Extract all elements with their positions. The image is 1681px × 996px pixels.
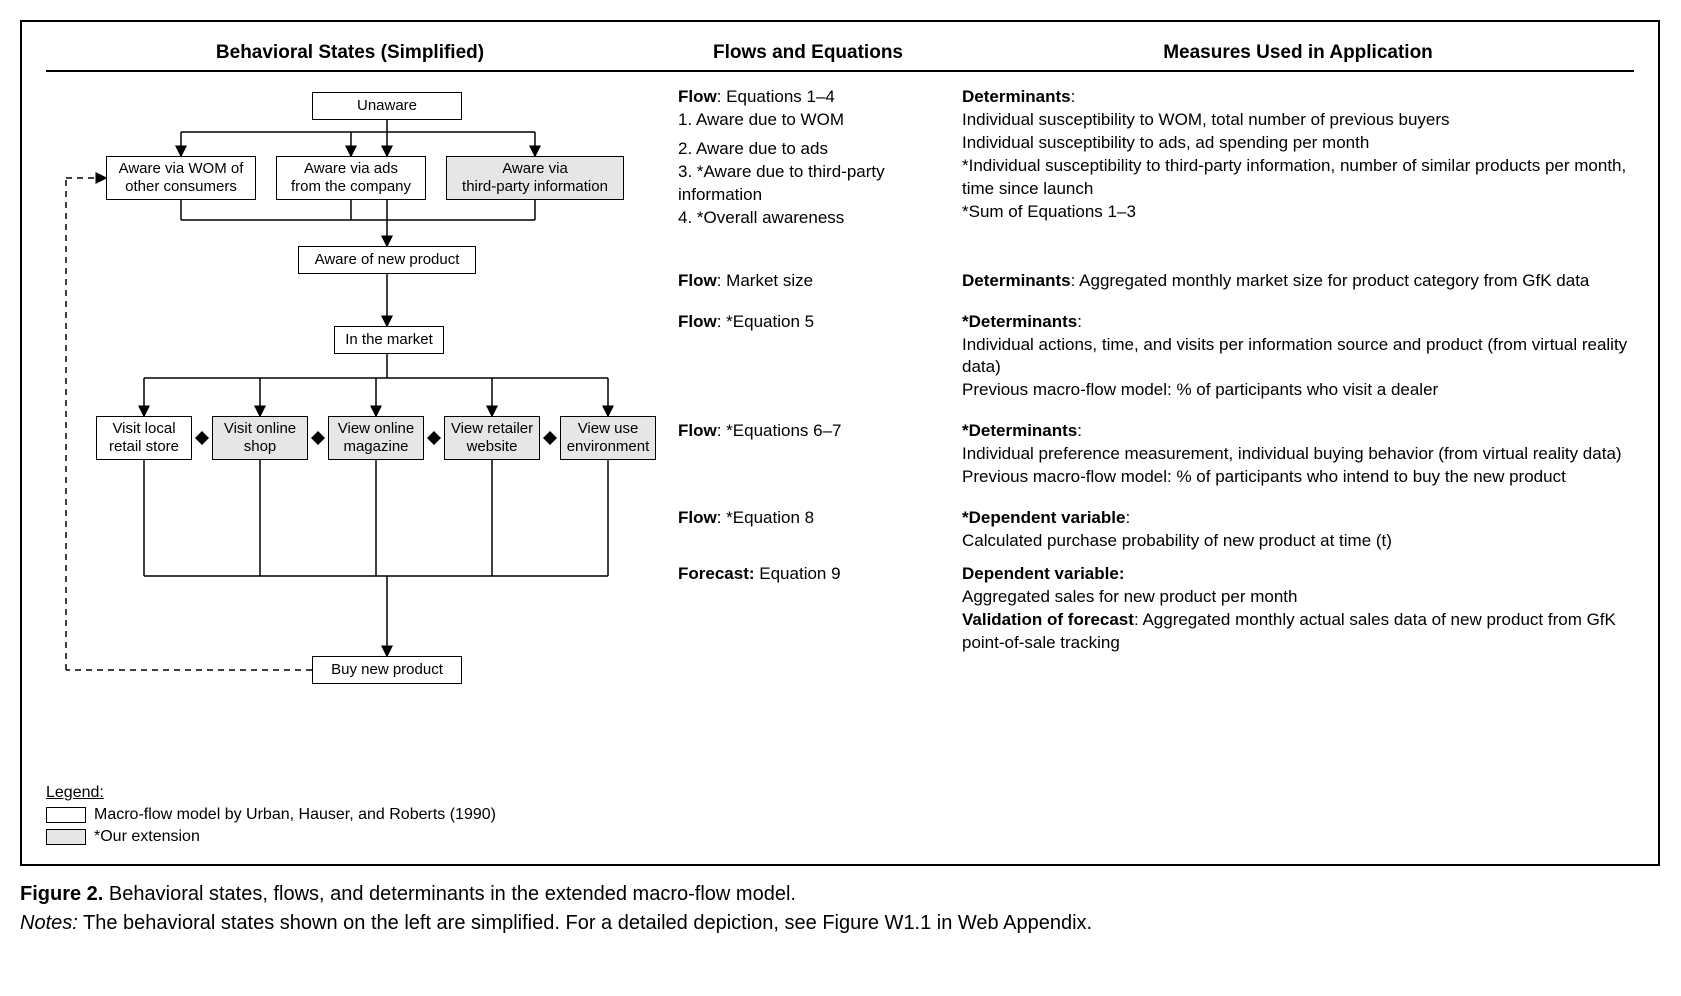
header-measures: Measures Used in Application (962, 42, 1634, 70)
legend-swatch-shaded (46, 829, 86, 845)
figure-frame: Behavioral States (Simplified) Flows and… (20, 20, 1660, 866)
diagram-column: Legend: Macro-flow model by Urban, Hause… (46, 86, 654, 846)
meas-label: Determinants (962, 87, 1071, 106)
legend-row-1: *Our extension (46, 828, 496, 846)
node-view_use: View useenvironment (560, 416, 656, 460)
node-aware_ads: Aware via adsfrom the company (276, 156, 426, 200)
legend-text-1: *Our extension (94, 828, 200, 846)
flow-label: Flow (678, 87, 717, 106)
header-behavioral-states: Behavioral States (Simplified) (46, 42, 654, 70)
flow-item-2: 2. Aware due to ads (678, 138, 938, 161)
node-aware_wom: Aware via WOM ofother consumers (106, 156, 256, 200)
node-aware_product: Aware of new product (298, 246, 476, 274)
row-forecast: Forecast: Equation 9 Dependent variable:… (678, 563, 1634, 655)
row-equation-5: Flow: *Equation 5 *Determinants: Individ… (678, 311, 1634, 403)
flowchart: Legend: Macro-flow model by Urban, Hause… (46, 86, 654, 846)
flowchart-edges (46, 86, 654, 846)
node-buy: Buy new product (312, 656, 462, 684)
caption-figure-label: Figure 2. (20, 883, 103, 905)
row-market-size: Flow: Market size Determinants: Aggregat… (678, 270, 1634, 293)
node-visit_online: Visit onlineshop (212, 416, 308, 460)
flow-item-4: 4. *Overall awareness (678, 207, 938, 230)
flow-item-3: 3. *Aware due to third-party information (678, 161, 938, 207)
node-in_market: In the market (334, 326, 444, 354)
figure-caption: Figure 2. Behavioral states, flows, and … (20, 880, 1660, 938)
column-headers: Behavioral States (Simplified) Flows and… (46, 42, 1634, 72)
node-view_retailer: View retailerwebsite (444, 416, 540, 460)
meas-line: *Sum of Equations 1–3 (962, 201, 1634, 224)
legend-text-0: Macro-flow model by Urban, Hauser, and R… (94, 806, 496, 824)
node-aware_third: Aware viathird-party information (446, 156, 624, 200)
node-view_mag: View onlinemagazine (328, 416, 424, 460)
meas-line: *Individual susceptibility to third-part… (962, 155, 1634, 201)
row-equations-6-7: Flow: *Equations 6–7 *Determinants: Indi… (678, 420, 1634, 489)
flow-value: Equations 1–4 (726, 87, 835, 106)
meas-line: Individual susceptibility to ads, ad spe… (962, 132, 1634, 155)
row-equation-8: Flow: *Equation 8 *Dependent variable: C… (678, 507, 1634, 553)
legend: Legend: Macro-flow model by Urban, Hause… (46, 784, 496, 846)
legend-row-0: Macro-flow model by Urban, Hauser, and R… (46, 806, 496, 824)
node-unaware: Unaware (312, 92, 462, 120)
row-equations-1-4: Flow: Equations 1–4 1. Aware due to WOM … (678, 86, 1634, 230)
caption-notes-text: The behavioral states shown on the left … (78, 912, 1092, 934)
legend-swatch-plain (46, 807, 86, 823)
meas-line: Individual susceptibility to WOM, total … (962, 109, 1634, 132)
legend-title: Legend: (46, 784, 496, 802)
caption-figure-text: Behavioral states, flows, and determinan… (103, 883, 796, 905)
flow-item-1: 1. Aware due to WOM (678, 109, 938, 132)
node-visit_local: Visit localretail store (96, 416, 192, 460)
header-flows: Flows and Equations (678, 42, 938, 70)
text-columns: Flow: Equations 1–4 1. Aware due to WOM … (678, 86, 1634, 846)
caption-notes-label: Notes: (20, 912, 78, 934)
